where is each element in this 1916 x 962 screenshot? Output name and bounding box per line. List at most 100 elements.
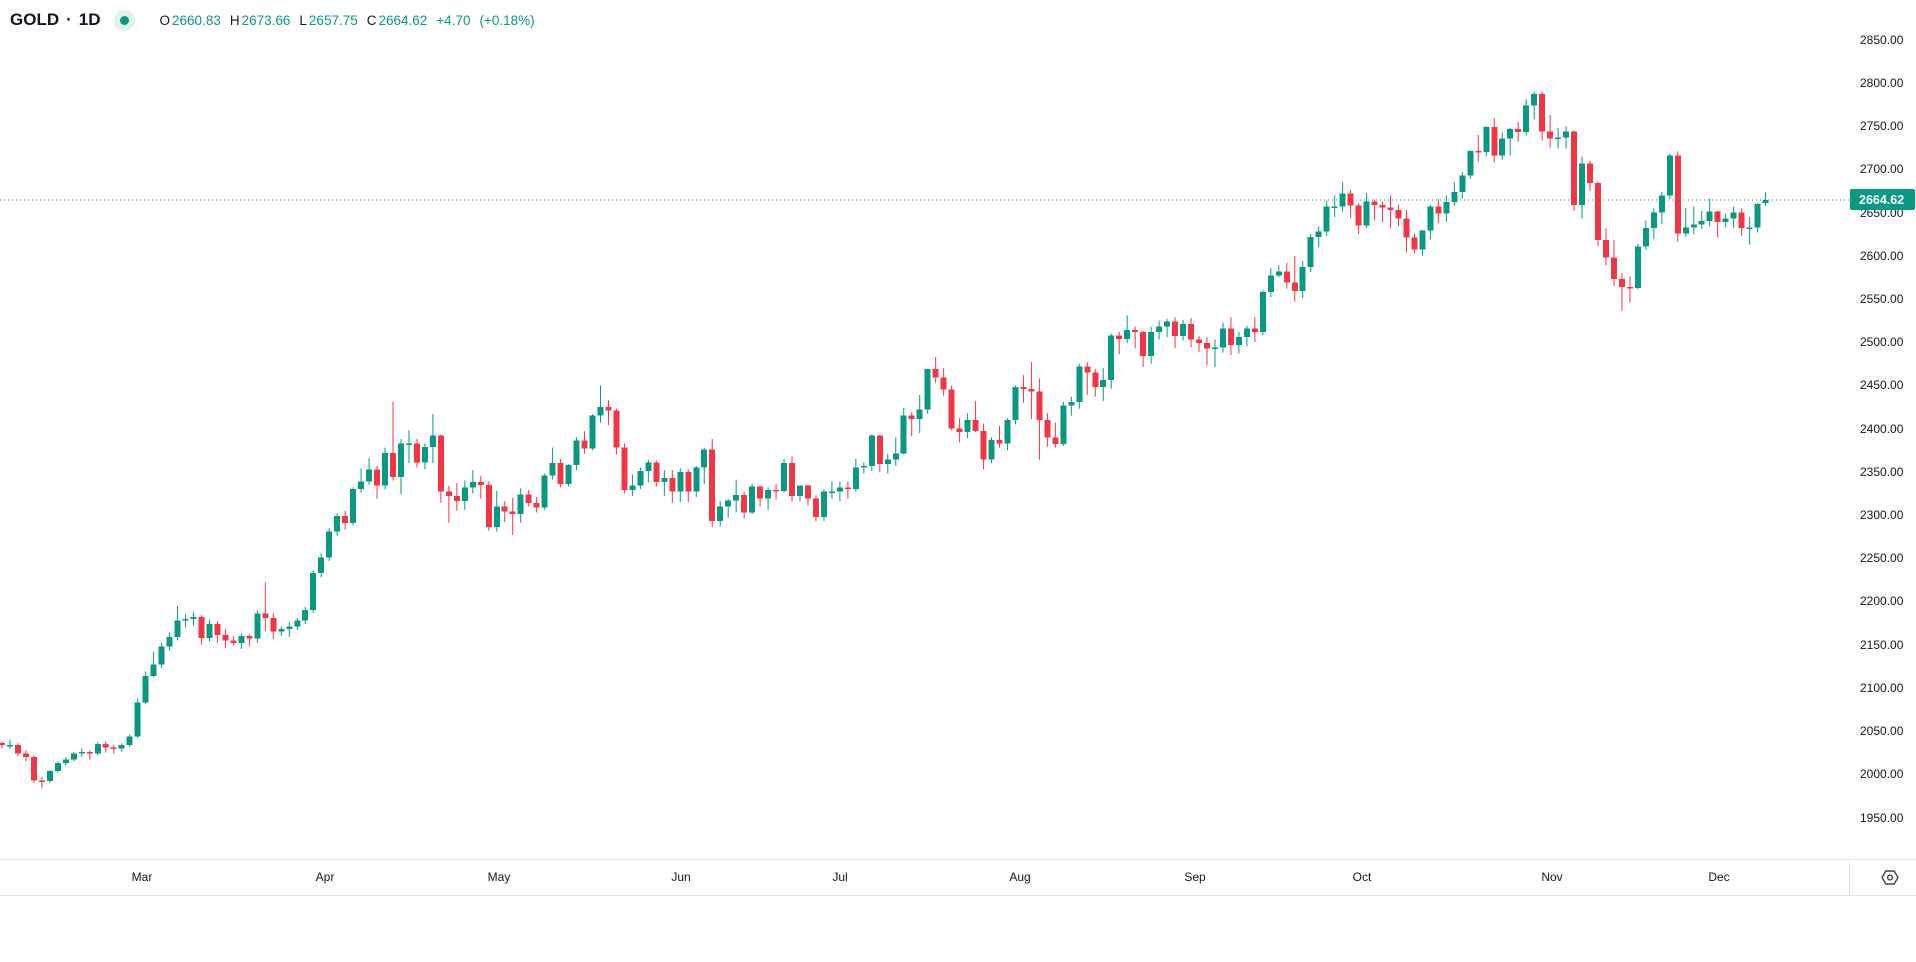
candle-body (1714, 211, 1721, 223)
candle (1331, 195, 1338, 217)
candle (294, 617, 301, 630)
candlestick-chart[interactable] (0, 0, 1850, 859)
candle (1658, 191, 1665, 224)
market-open-dot (119, 15, 129, 25)
price-tick-label: 2100.00 (1860, 680, 1904, 695)
time-axis[interactable]: Mar Apr May Jun Jul Aug Sep Oct Nov Dec (0, 859, 1916, 896)
candle-body (892, 453, 899, 460)
candle (501, 501, 508, 522)
candle (1746, 216, 1753, 245)
candle-body (166, 636, 173, 647)
candle (876, 434, 883, 472)
candle (1028, 362, 1035, 420)
candle (1180, 319, 1187, 341)
candle (892, 437, 899, 466)
candle (358, 468, 365, 493)
candle-body (1610, 257, 1617, 280)
candle (429, 413, 436, 464)
candle-body (1347, 193, 1354, 206)
candle-body (1507, 128, 1514, 139)
candle (1164, 318, 1171, 338)
candle-body (900, 415, 907, 454)
candle (1738, 208, 1745, 236)
candle (852, 458, 859, 492)
candle (493, 490, 500, 532)
candle (1140, 330, 1147, 368)
candle (1443, 195, 1450, 223)
candle (1259, 290, 1266, 336)
candle-body (1595, 183, 1601, 241)
candle (30, 755, 37, 783)
candle-body (1602, 240, 1609, 258)
candle (1020, 375, 1027, 403)
candle-body (174, 620, 181, 637)
candle-body (1411, 237, 1418, 250)
candle-body (1547, 131, 1554, 139)
candle-body (1563, 131, 1570, 138)
candle-body (1666, 155, 1673, 196)
candle-body (1762, 199, 1769, 204)
candle (1595, 181, 1601, 247)
candle (398, 439, 404, 495)
candle (1427, 204, 1434, 240)
candle-body (254, 613, 261, 639)
candle (1602, 228, 1609, 266)
candle (669, 470, 676, 503)
candle-body (102, 744, 109, 748)
candle-body (78, 751, 85, 754)
candle (477, 476, 484, 499)
candle-body (1443, 202, 1450, 214)
candle (6, 739, 13, 750)
candle (1674, 151, 1681, 242)
candle-body (262, 613, 269, 618)
candle-body (868, 435, 875, 466)
candle (222, 629, 229, 649)
candle-body (1475, 151, 1482, 153)
candle-body (1132, 330, 1139, 332)
candle (733, 479, 740, 513)
candle (541, 473, 548, 510)
candle (924, 369, 931, 414)
symbol-title[interactable]: GOLD · 1D (10, 10, 101, 30)
candle-body (421, 446, 428, 463)
candle-body (461, 487, 468, 502)
candle-body (294, 620, 301, 627)
price-tick-label: 2750.00 (1860, 119, 1904, 134)
candle-body (302, 610, 309, 621)
price-axis[interactable]: 2664.62 2850.00 2800.00 2750.00 2700.00 2650… (1850, 0, 1916, 859)
candle-body (1730, 212, 1737, 219)
candle (413, 439, 420, 468)
candle-body (334, 515, 341, 532)
candle (1642, 220, 1649, 250)
candle-body (669, 477, 676, 492)
candle (828, 481, 835, 499)
candle (1411, 233, 1418, 254)
month-tick-label: Sep (1184, 870, 1206, 884)
candle (246, 634, 253, 647)
candle (653, 460, 660, 487)
candle (956, 418, 963, 443)
candle (1012, 385, 1019, 425)
candle (1132, 326, 1139, 349)
candle (996, 426, 1003, 448)
candle-body (597, 407, 604, 416)
gear-icon[interactable] (1872, 860, 1908, 895)
candle (693, 465, 700, 497)
candle-body (725, 500, 732, 507)
candle-body (1690, 224, 1697, 228)
candle (254, 610, 261, 643)
candle-body (110, 747, 117, 750)
candle-body (876, 435, 883, 465)
candle-body (1211, 347, 1218, 349)
candle (86, 750, 93, 760)
candle-body (509, 511, 516, 515)
candle (445, 485, 452, 523)
candle (1722, 213, 1729, 228)
candle-body (0, 743, 5, 745)
candle (382, 447, 389, 490)
candle (334, 513, 341, 536)
candle-body (1180, 324, 1187, 337)
candle (605, 400, 612, 426)
market-status-icon[interactable] (113, 9, 135, 31)
candle (302, 606, 309, 624)
